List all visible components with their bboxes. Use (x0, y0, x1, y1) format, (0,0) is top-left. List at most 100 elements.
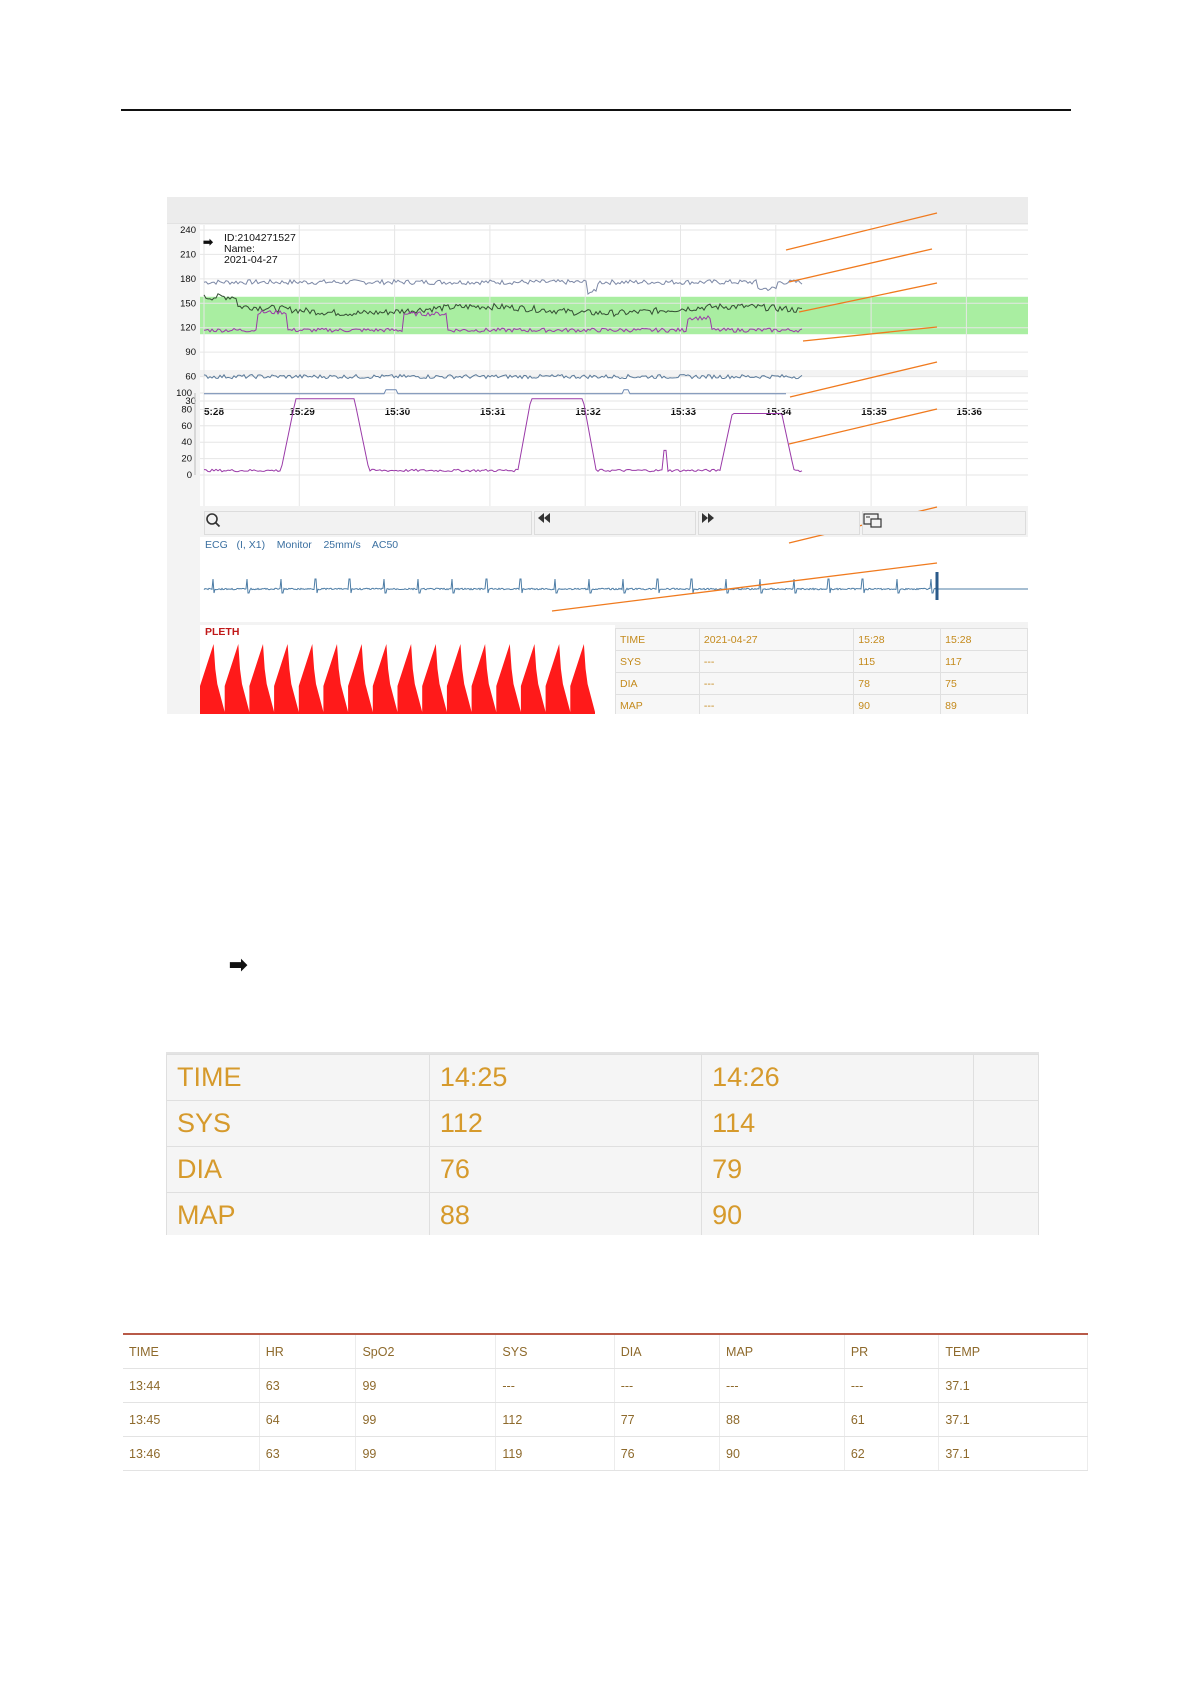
table-cell: 61 (844, 1402, 940, 1437)
table-cell: 79 (701, 1146, 975, 1193)
y-tick-label: 60 (181, 421, 192, 432)
table-cell: --- (614, 1368, 721, 1403)
time-tick-label: 15:35 (861, 407, 887, 418)
y-tick-label: 100 (176, 388, 192, 399)
row-label: DIA (166, 1146, 430, 1193)
table-cell: 115 (853, 650, 942, 673)
nibp-list-small: TIME 2021-04-27 15:28 15:28 SYS --- 115 117 DIA -… (615, 628, 1028, 714)
column-header: TEMP (938, 1333, 1088, 1369)
table-row: 13:46 63 99 119 76 90 62 37.1 (123, 1436, 1088, 1471)
tabular-trend-screenshot: TIME HR SpO2 SYS DIA MAP PR TEMP 13:44 63 99 --- --… (123, 1333, 1088, 1471)
table-cell: 117 (940, 650, 1028, 673)
table-cell: --- (698, 650, 855, 673)
table-row: 13:45 64 99 112 77 88 61 37.1 (123, 1402, 1088, 1437)
annotation-line (798, 282, 938, 313)
table-cell: 13:44 (123, 1368, 260, 1403)
nibp-list-zoom: TIME 14:25 14:26 SYS 112 114 DIA 76 79 MAP 88 90 (166, 1054, 1039, 1235)
table-cell: 88 (719, 1402, 845, 1437)
next-page-button[interactable] (698, 511, 860, 535)
ecg-lead-label: ECG (I, X1) Monitor 25mm/s AC50 (205, 539, 399, 551)
row-label: DIA (615, 672, 700, 695)
export-button[interactable] (862, 511, 1026, 535)
y-tick-label: 90 (185, 347, 196, 358)
table-cell: 89 (940, 694, 1028, 714)
table-header-row: TIME HR SpO2 SYS DIA MAP PR TEMP (123, 1333, 1088, 1369)
table-cell: 75 (940, 672, 1028, 695)
y-tick-label: 40 (181, 437, 192, 448)
table-cell: 37.1 (938, 1402, 1088, 1437)
table-cell: --- (698, 694, 855, 714)
table-cell: 14:26 (701, 1054, 975, 1101)
table-cell: 78 (853, 672, 942, 695)
table-cell: 63 (259, 1436, 357, 1471)
y-tick-label: 60 (185, 372, 196, 383)
column-header: SYS (495, 1333, 615, 1369)
table-cell: 112 (428, 1100, 703, 1147)
trace-pr (203, 309, 803, 333)
annotation-line (802, 326, 938, 342)
table-cell: 37.1 (938, 1436, 1088, 1471)
table-cell: 15:28 (853, 628, 942, 651)
y-tick-label: 0 (187, 470, 192, 481)
table-cell: 15:28 (940, 628, 1028, 651)
trace-hr (203, 293, 803, 318)
table-cell: 119 (495, 1436, 615, 1471)
time-tick-label: 15:31 (480, 407, 506, 418)
table-cell: 2021-04-27 (698, 628, 855, 651)
patient-arrow-icon: ➡ (203, 235, 214, 249)
table-cell: 76 (428, 1146, 703, 1193)
row-label: MAP (615, 694, 700, 714)
table-cell (973, 1192, 1039, 1235)
patient-name: Name: (224, 243, 255, 255)
table-cell: --- (844, 1368, 940, 1403)
trend-graphs: 240 210 180 150 120 90 60 30 5:28 15:29 15:30 15:31… (176, 212, 1028, 714)
ecg-panel-bg (200, 537, 1028, 622)
trend-viewer-screenshot: 240 210 180 150 120 90 60 30 5:28 15:29 15:30 15:31… (167, 197, 1028, 714)
table-row: MAP 88 90 (166, 1192, 1039, 1235)
time-tick-label: 15:32 (575, 407, 601, 418)
table-cell: 90 (719, 1436, 845, 1471)
table-row: MAP --- 90 89 (615, 694, 1028, 714)
table-cell: 99 (355, 1368, 497, 1403)
row-label: TIME (166, 1054, 430, 1101)
table-cell: 64 (259, 1402, 357, 1437)
annotation-line (551, 562, 938, 612)
y-tick-label: 30 (185, 396, 196, 407)
time-tick-label: 15:36 (956, 407, 982, 418)
y-tick-label: 240 (180, 225, 196, 236)
patient-info: ID:2104271527 Name: 2021-04-27 (224, 233, 296, 266)
table-cell (973, 1100, 1039, 1147)
spo2-panel-bg (200, 376, 1028, 506)
table-cell (973, 1146, 1039, 1193)
search-button[interactable] (204, 511, 532, 535)
right-arrow-icon: ➡ (229, 952, 248, 977)
table-cell: 63 (259, 1368, 357, 1403)
table-cell: --- (495, 1368, 615, 1403)
tabular-trend-table: TIME HR SpO2 SYS DIA MAP PR TEMP 13:44 63 99 --- --… (123, 1333, 1088, 1471)
table-cell: 90 (701, 1192, 975, 1235)
previous-page-button[interactable] (534, 511, 696, 535)
table-cell: 13:46 (123, 1436, 260, 1471)
column-header: TIME (123, 1333, 260, 1369)
annotation-line (789, 361, 938, 398)
trace-resp (203, 373, 803, 380)
table-cell: 62 (844, 1436, 940, 1471)
annotation-line (785, 212, 938, 251)
column-header: PR (844, 1333, 940, 1369)
pleth-label: PLETH (205, 626, 240, 638)
table-cell: 37.1 (938, 1368, 1088, 1403)
table-cell: 112 (495, 1402, 615, 1437)
row-label: SYS (166, 1100, 430, 1147)
column-header: DIA (614, 1333, 721, 1369)
table-row: TIME 2021-04-27 15:28 15:28 (615, 628, 1028, 651)
y-tick-label: 180 (180, 274, 196, 285)
trace-spo2-line (204, 389, 786, 395)
y-tick-label: 210 (180, 249, 196, 260)
column-header: SpO2 (355, 1333, 497, 1369)
table-cell (973, 1054, 1039, 1101)
table-cell: 14:25 (428, 1054, 703, 1101)
table-cell: 88 (428, 1192, 703, 1235)
fast-forward-icon (702, 513, 714, 523)
table-cell: 99 (355, 1436, 497, 1471)
column-header: MAP (719, 1333, 845, 1369)
